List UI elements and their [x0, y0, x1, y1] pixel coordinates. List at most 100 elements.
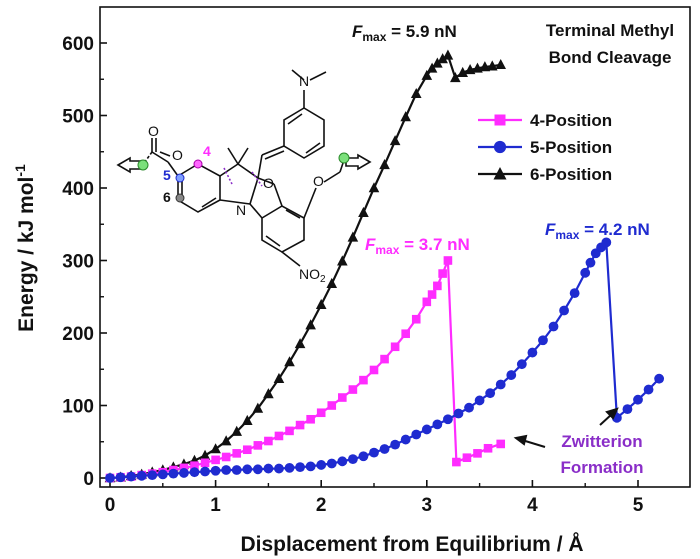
point-5-position [263, 463, 274, 474]
annotation-zwitterion-line1: Zwitterion [561, 432, 642, 451]
label-oxygen-ring: O [263, 175, 274, 191]
point-5-position [242, 464, 253, 475]
molecule-structure [116, 69, 372, 267]
point-6-position [432, 57, 443, 68]
fmax-5-value: = 4.2 nN [579, 220, 649, 239]
point-4-position [380, 354, 389, 364]
point-5-position [347, 454, 358, 465]
zwitterion-arrow-left [521, 439, 546, 448]
ring-double-bond [201, 197, 217, 208]
ring-double-bond [285, 209, 301, 219]
point-4-position [401, 329, 410, 339]
point-4-position [411, 314, 421, 324]
point-4-position [274, 431, 284, 441]
annotation-fmax-4: Fmax = 3.7 nN [365, 235, 470, 257]
point-6-position [273, 372, 285, 383]
point-6-position [457, 66, 469, 78]
point-5-position [284, 462, 295, 473]
series-layer [104, 49, 665, 483]
point-5-position [316, 460, 327, 470]
point-5-position [210, 465, 221, 476]
point-5-position [136, 470, 147, 481]
bond [257, 177, 275, 185]
y-axis-title: Energy / kJ mol-1 [12, 164, 38, 332]
label-nitro-main: NO [299, 266, 320, 282]
point-4-position [496, 439, 506, 449]
point-6-position [464, 64, 476, 75]
point-6-position [220, 435, 232, 446]
point-4-position [295, 420, 305, 430]
point-6-position [479, 61, 491, 72]
point-6-position [210, 443, 221, 454]
point-5-position [179, 468, 189, 478]
label-nitro-sub: 2 [320, 274, 326, 285]
point-4-position [338, 393, 347, 402]
point-6-position [284, 356, 295, 367]
point-4-position [390, 342, 400, 352]
legend-marker-6-position [493, 167, 507, 180]
atom-position-5 [175, 173, 185, 183]
fmax-6-value: = 5.9 nN [386, 22, 456, 41]
annotation-terminal-line2: Bond Cleavage [549, 48, 672, 67]
point-4-position [327, 401, 337, 410]
x-tick-label: 4 [527, 495, 538, 516]
methyl-bond [309, 71, 327, 81]
series-line-4-position [109, 260, 502, 480]
point-5-position [453, 408, 464, 419]
point-5-position [305, 461, 316, 472]
point-4-position [473, 449, 482, 458]
point-5-position [168, 468, 179, 479]
point-6-position [358, 206, 369, 217]
point-4-position [462, 453, 472, 462]
x-tick-label: 1 [210, 495, 221, 516]
point-4-position [427, 290, 437, 299]
point-5-position [559, 305, 569, 316]
point-6-position [294, 338, 306, 349]
label-ether-o: O [313, 173, 324, 189]
point-6-position [368, 182, 380, 193]
pull-arrow-right [345, 153, 372, 171]
label-pos4: 4 [203, 143, 211, 159]
point-4-position [452, 457, 461, 467]
point-4-position [306, 414, 315, 424]
bond [249, 203, 263, 219]
point-4-position [221, 452, 231, 462]
y-tick-label: 400 [62, 179, 94, 200]
fmax-5-sub: max [555, 228, 579, 242]
label-pos6: 6 [163, 189, 171, 205]
plot-frame [99, 6, 691, 488]
label-amine: N [299, 73, 309, 89]
bond [303, 187, 317, 219]
axis-ticks: 0 1 2 3 4 5 0 100 200 300 400 500 600 [62, 34, 643, 516]
point-4-position [483, 443, 493, 453]
y-tick-label: 500 [62, 107, 94, 128]
point-5-position [432, 419, 443, 430]
point-5-position [105, 473, 115, 483]
annotation-zwitterion-line2: Formation [560, 458, 643, 477]
annotation-fmax-6: Fmax = 5.9 nN [352, 22, 457, 44]
fmax-4-sub: max [375, 243, 399, 257]
point-4-position [242, 445, 252, 455]
legend-marker-5-position [493, 140, 507, 154]
bond [219, 199, 251, 205]
bond [219, 163, 239, 177]
pull-atom-left [137, 159, 149, 171]
point-5-position [654, 373, 665, 384]
point-6-position [400, 111, 411, 122]
point-5-position [295, 462, 305, 473]
point-6-position [326, 277, 338, 288]
point-6-position [450, 72, 461, 83]
point-6-position [486, 60, 498, 71]
fmax-6-sub: max [362, 30, 386, 44]
point-5-position [569, 288, 580, 299]
point-4-position [264, 436, 273, 446]
methyl-bond [237, 147, 249, 165]
point-4-position [443, 256, 453, 265]
point-5-position [369, 447, 379, 458]
point-6-position [379, 159, 390, 170]
ring-double-bond [265, 235, 281, 247]
point-5-position [421, 424, 432, 435]
point-5-position [585, 257, 596, 268]
point-5-position [495, 379, 506, 390]
benzene-ring-left [177, 163, 221, 213]
